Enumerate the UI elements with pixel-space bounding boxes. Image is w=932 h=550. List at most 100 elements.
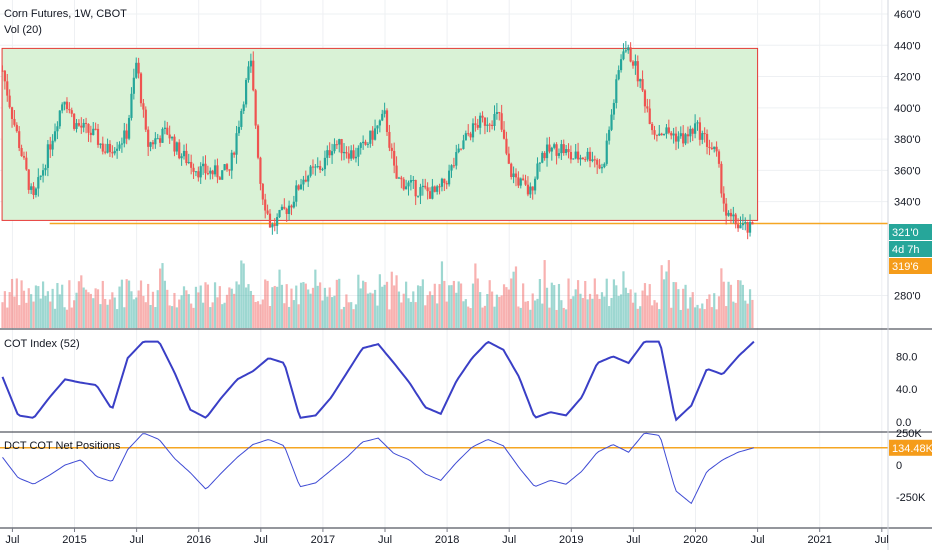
candle-body <box>557 153 561 156</box>
volume-bar <box>553 285 556 328</box>
volume-bar <box>402 293 405 328</box>
candle-body <box>256 125 260 158</box>
candle-body <box>225 164 229 170</box>
candle-body <box>548 144 551 152</box>
candle-body <box>321 169 324 171</box>
candle-body <box>170 136 174 139</box>
volume-bar <box>705 298 709 328</box>
volume-bar <box>168 305 171 328</box>
candle-body <box>655 134 659 136</box>
volume-bar <box>512 271 515 328</box>
candle-body <box>299 184 303 190</box>
chart-title: Corn Futures, 1W, CBOT <box>4 8 127 20</box>
volume-bar <box>462 301 465 328</box>
volume-bar <box>407 298 410 328</box>
candle-body <box>82 122 85 128</box>
candle-body <box>390 147 393 151</box>
volume-bar <box>416 285 420 328</box>
candle-body <box>648 108 651 124</box>
volume-bar <box>689 297 692 328</box>
candle-body <box>185 150 188 164</box>
candle-body <box>338 139 341 145</box>
candle-body <box>350 150 353 159</box>
candle-body <box>354 156 358 159</box>
volume-bar <box>491 291 494 328</box>
volume-bar <box>321 300 324 328</box>
volume-bar <box>708 294 711 328</box>
volume-bar <box>221 304 224 328</box>
volume-bar <box>677 289 680 328</box>
price-candles <box>1 41 754 240</box>
candle-body <box>388 131 391 148</box>
volume-bar <box>471 283 475 328</box>
candle-body <box>596 159 599 165</box>
candle-body <box>20 147 23 157</box>
candle-body <box>400 177 403 180</box>
volume-bar <box>734 302 737 328</box>
volume-bar <box>703 309 706 328</box>
candle-body <box>643 90 647 107</box>
candle-body <box>639 79 642 82</box>
candle-body <box>710 147 713 150</box>
candle-body <box>443 178 446 183</box>
low-price-badge-bg <box>889 258 932 274</box>
candle-body <box>608 129 611 141</box>
candle-body <box>101 143 104 152</box>
candle-body <box>197 171 200 178</box>
volume-bar <box>280 284 284 328</box>
candle-body <box>393 150 396 166</box>
candle-body <box>486 124 489 126</box>
candle-body <box>323 157 327 170</box>
candle-body <box>397 177 401 179</box>
candle-body <box>459 148 463 150</box>
volume-bar <box>44 295 47 328</box>
candle-body <box>553 144 556 148</box>
volume-bar <box>526 301 530 328</box>
candle-body <box>292 201 295 208</box>
volume-bar <box>185 290 188 328</box>
candle-body <box>424 185 427 188</box>
candle-body <box>187 161 190 164</box>
candle-body <box>192 167 195 172</box>
candle-body <box>216 165 219 178</box>
volume-bar <box>419 286 422 328</box>
volume-bar <box>452 280 455 328</box>
volume-bar <box>517 306 520 328</box>
candle-body <box>194 171 198 173</box>
candle-body <box>204 163 207 174</box>
candle-body <box>605 140 608 164</box>
volume-bar <box>586 299 589 328</box>
last-price-badge: 321'0 <box>892 227 919 239</box>
volume-bar <box>615 285 618 328</box>
candle-body <box>144 109 147 130</box>
volume-bar <box>264 279 267 328</box>
candle-body <box>156 138 159 140</box>
candle-body <box>376 125 379 129</box>
cot-tick-label: 80.0 <box>896 351 917 363</box>
candle-body <box>541 152 544 163</box>
volume-bar <box>56 283 59 328</box>
dct-tick-label: 250K <box>896 428 922 440</box>
volume-bar <box>648 284 651 328</box>
volume-bar <box>218 286 221 328</box>
time-axis[interactable]: Jul 2015 Jul 2016 Jul 2017 Jul 2018 Jul 2019 Jul 20… <box>5 528 889 546</box>
candle-body <box>287 205 291 214</box>
candle-body <box>598 164 601 169</box>
candle-body <box>694 123 697 134</box>
volume-bar <box>278 269 281 328</box>
volume-bar <box>256 301 260 328</box>
candle-body <box>161 128 164 143</box>
candle-body <box>56 126 59 132</box>
candle-body <box>431 186 434 199</box>
volume-bar <box>548 307 551 328</box>
candle-body <box>118 144 121 149</box>
volume-bar <box>113 297 116 328</box>
candle-body <box>104 151 107 153</box>
dct-legend: DCT COT Net Positions <box>4 440 121 452</box>
time-tick-label: Jul <box>875 534 889 546</box>
volume-bar <box>591 298 594 328</box>
volume-bar <box>326 296 329 328</box>
volume-bar <box>314 269 317 328</box>
volume-bar <box>187 294 190 328</box>
